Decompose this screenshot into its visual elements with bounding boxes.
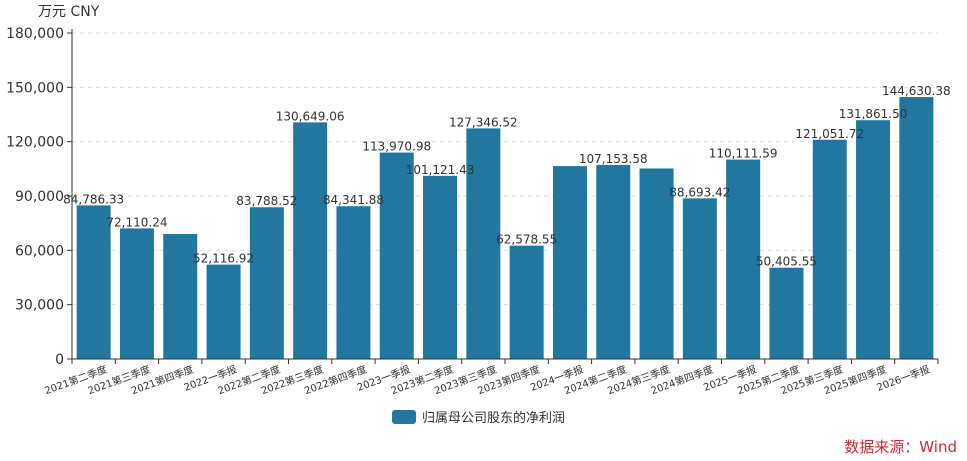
- bar[interactable]: [552, 166, 587, 359]
- y-tick-label: 60,000: [15, 243, 64, 259]
- data-source-label: 数据来源：Wind: [844, 438, 957, 456]
- data-label: 107,153.58: [579, 152, 648, 166]
- bar[interactable]: [336, 206, 371, 359]
- y-tick-label: 120,000: [6, 135, 64, 151]
- legend-label: 归属母公司股东的净利润: [422, 411, 566, 426]
- x-axis: 2021第二季度2021第三季度2021第四季度2022一季报2022第二季度2…: [43, 358, 939, 397]
- data-label: 84,786.33: [63, 192, 124, 206]
- y-tick-label: 150,000: [6, 80, 64, 96]
- data-label: 131,861.50: [839, 107, 908, 121]
- data-labels: 84,786.33 72,110.24 52,116.92 83,788.52 130,…: [63, 84, 951, 269]
- bar[interactable]: [769, 267, 804, 359]
- bar[interactable]: [379, 152, 414, 359]
- bar[interactable]: [293, 122, 328, 359]
- legend-swatch: [392, 409, 416, 424]
- y-tick-label: 180,000: [6, 26, 64, 42]
- bar[interactable]: [466, 128, 501, 359]
- data-label: 144,630.38: [882, 84, 951, 98]
- bar[interactable]: [509, 245, 544, 359]
- y-tick-label: 30,000: [15, 298, 64, 314]
- data-label: 110,111.59: [709, 147, 778, 161]
- bar[interactable]: [206, 264, 241, 359]
- data-label: 83,788.52: [236, 194, 297, 208]
- data-label: 121,051.72: [795, 127, 864, 141]
- y-axis: 0 30,000 60,000 90,000 120,000 150,000 180,000: [6, 26, 73, 368]
- legend[interactable]: 归属母公司股东的净利润: [392, 407, 565, 426]
- data-label: 52,116.92: [193, 252, 254, 266]
- bar[interactable]: [163, 234, 198, 359]
- data-label: 127,346.52: [449, 115, 518, 129]
- data-label: 50,405.55: [756, 255, 817, 269]
- y-axis-unit-label: 万元 CNY: [38, 4, 100, 20]
- data-label: 88,693.42: [669, 185, 730, 199]
- bar[interactable]: [856, 120, 891, 359]
- bars: [76, 97, 934, 359]
- bar[interactable]: [639, 168, 674, 359]
- data-label: 72,110.24: [106, 215, 167, 229]
- data-label: 62,578.55: [496, 233, 557, 247]
- bar[interactable]: [249, 207, 284, 359]
- bar[interactable]: [899, 97, 934, 359]
- data-label: 130,649.06: [276, 109, 345, 123]
- data-label: 84,341.88: [323, 193, 384, 207]
- bar[interactable]: [726, 159, 761, 359]
- bar[interactable]: [119, 228, 154, 359]
- y-tick-label: 0: [55, 352, 64, 368]
- bar[interactable]: [596, 164, 631, 359]
- data-label: 101,121.43: [406, 163, 475, 177]
- bar[interactable]: [423, 175, 458, 359]
- data-label: 113,970.98: [362, 140, 431, 154]
- bar[interactable]: [76, 205, 111, 359]
- bar[interactable]: [812, 139, 847, 359]
- bar[interactable]: [682, 198, 717, 359]
- y-tick-label: 90,000: [15, 189, 64, 205]
